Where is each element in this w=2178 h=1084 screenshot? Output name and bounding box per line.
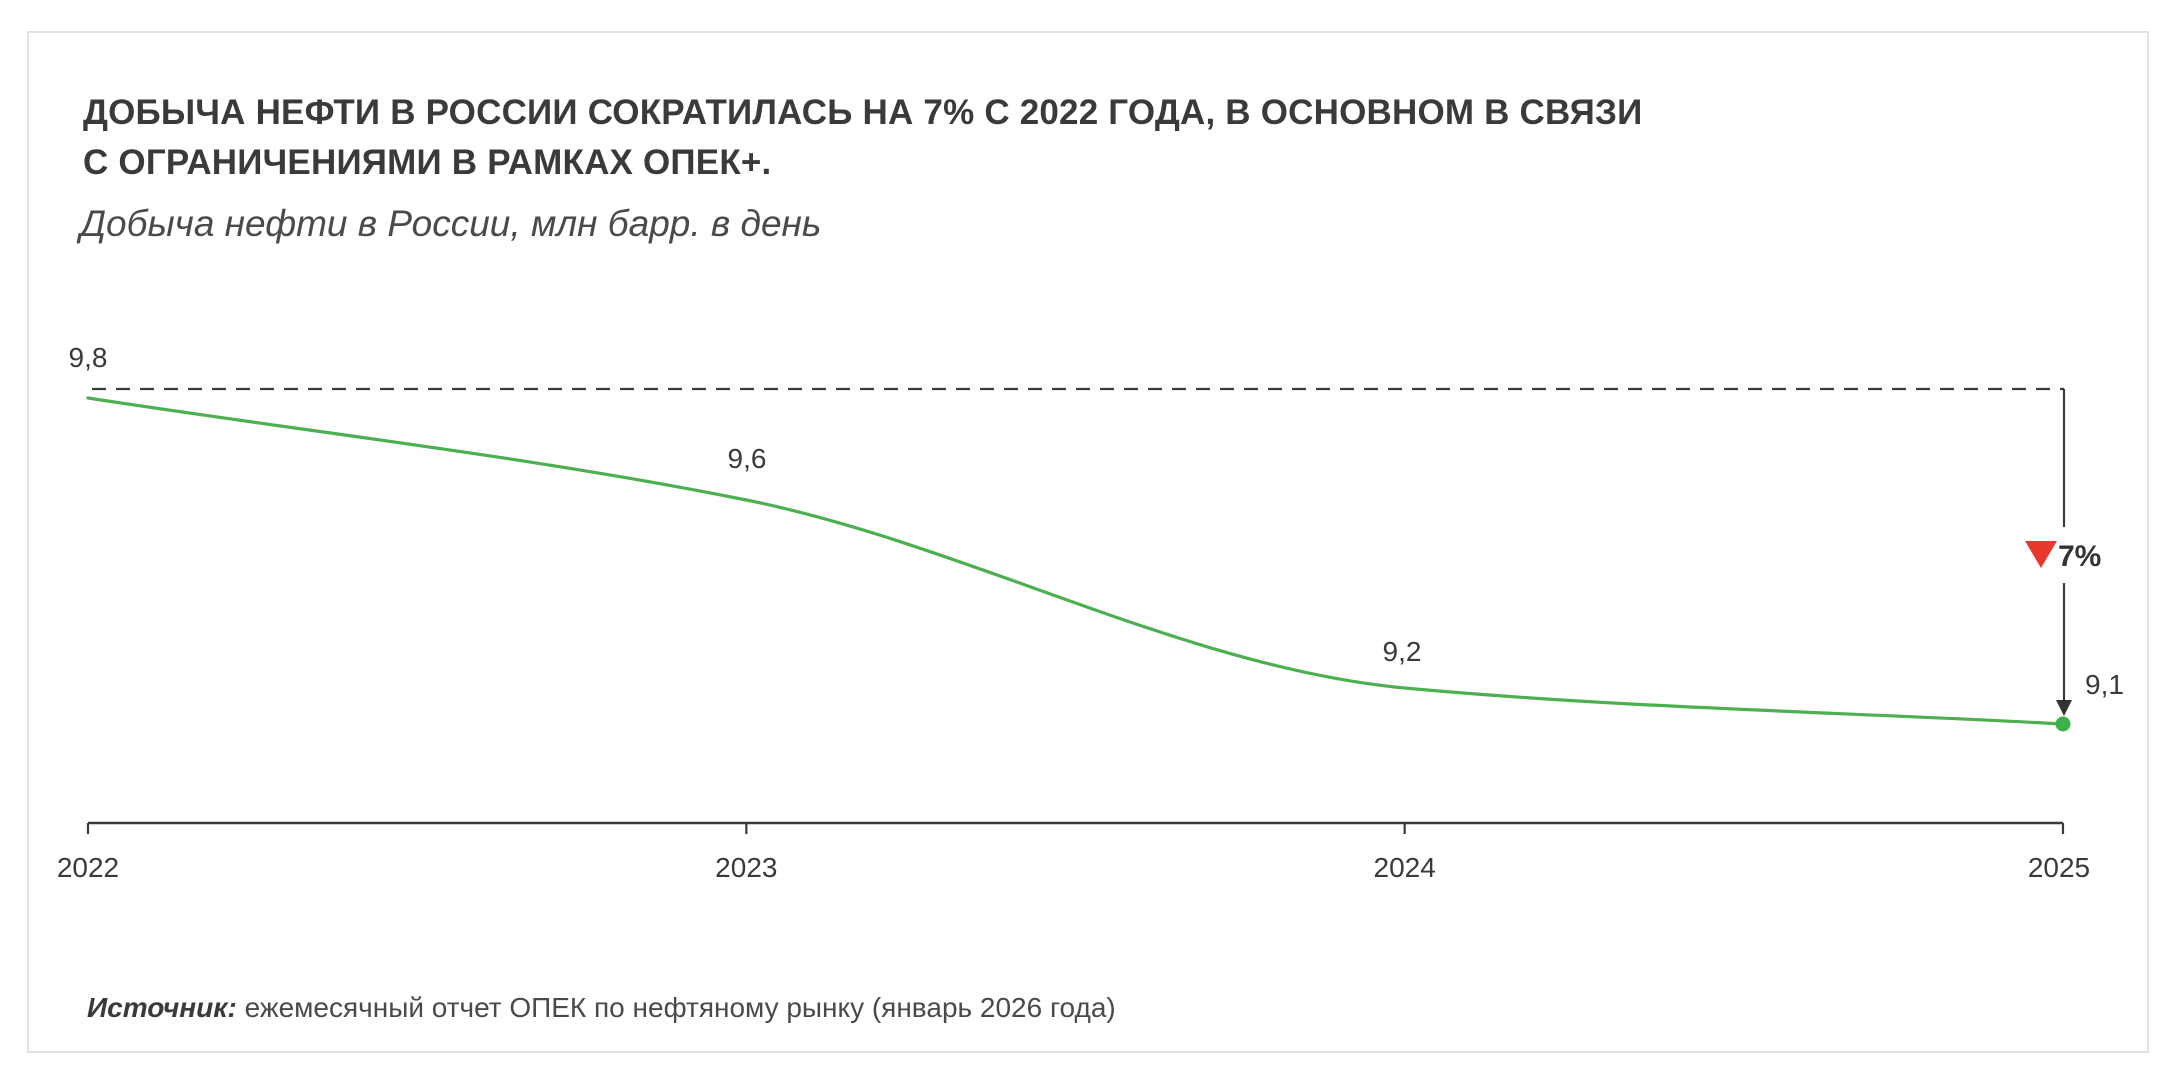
arrow-down-icon	[2056, 700, 2072, 716]
chart-subtitle: Добыча нефти в России, млн барр. в день	[80, 203, 822, 244]
data-label: 9,1	[2085, 669, 2124, 700]
data-label: 9,2	[1383, 636, 1422, 667]
data-label: 9,6	[728, 443, 767, 474]
chart-card	[27, 31, 2149, 1053]
x-tick-label: 2025	[2028, 852, 2090, 883]
x-tick-label: 2023	[715, 852, 777, 883]
source-text: ежемесячный отчет ОПЕК по нефтяному рынк…	[236, 992, 1116, 1023]
chart-title-line-2: С ОГРАНИЧЕНИЯМИ В РАМКАХ ОПЕК+.	[83, 143, 772, 182]
chart-title: ДОБЫЧА НЕФТИ В РОССИИ СОКРАТИЛАСЬ НА 7% …	[83, 88, 1642, 188]
source-label: Источник:	[87, 992, 237, 1023]
series-line	[86, 396, 2065, 726]
chart-title-line-1: ДОБЫЧА НЕФТИ В РОССИИ СОКРАТИЛАСЬ НА 7% …	[83, 93, 1643, 132]
decline-triangle-icon	[2025, 541, 2057, 568]
x-tick-label: 2022	[57, 852, 119, 883]
change-percent-label: 7%	[2058, 540, 2101, 573]
x-tick-label: 2024	[1374, 852, 1436, 883]
source-note: Источник: ежемесячный отчет ОПЕК по нефт…	[87, 990, 1116, 1026]
data-label: 9,8	[69, 342, 108, 373]
series-end-marker	[2055, 716, 2071, 732]
